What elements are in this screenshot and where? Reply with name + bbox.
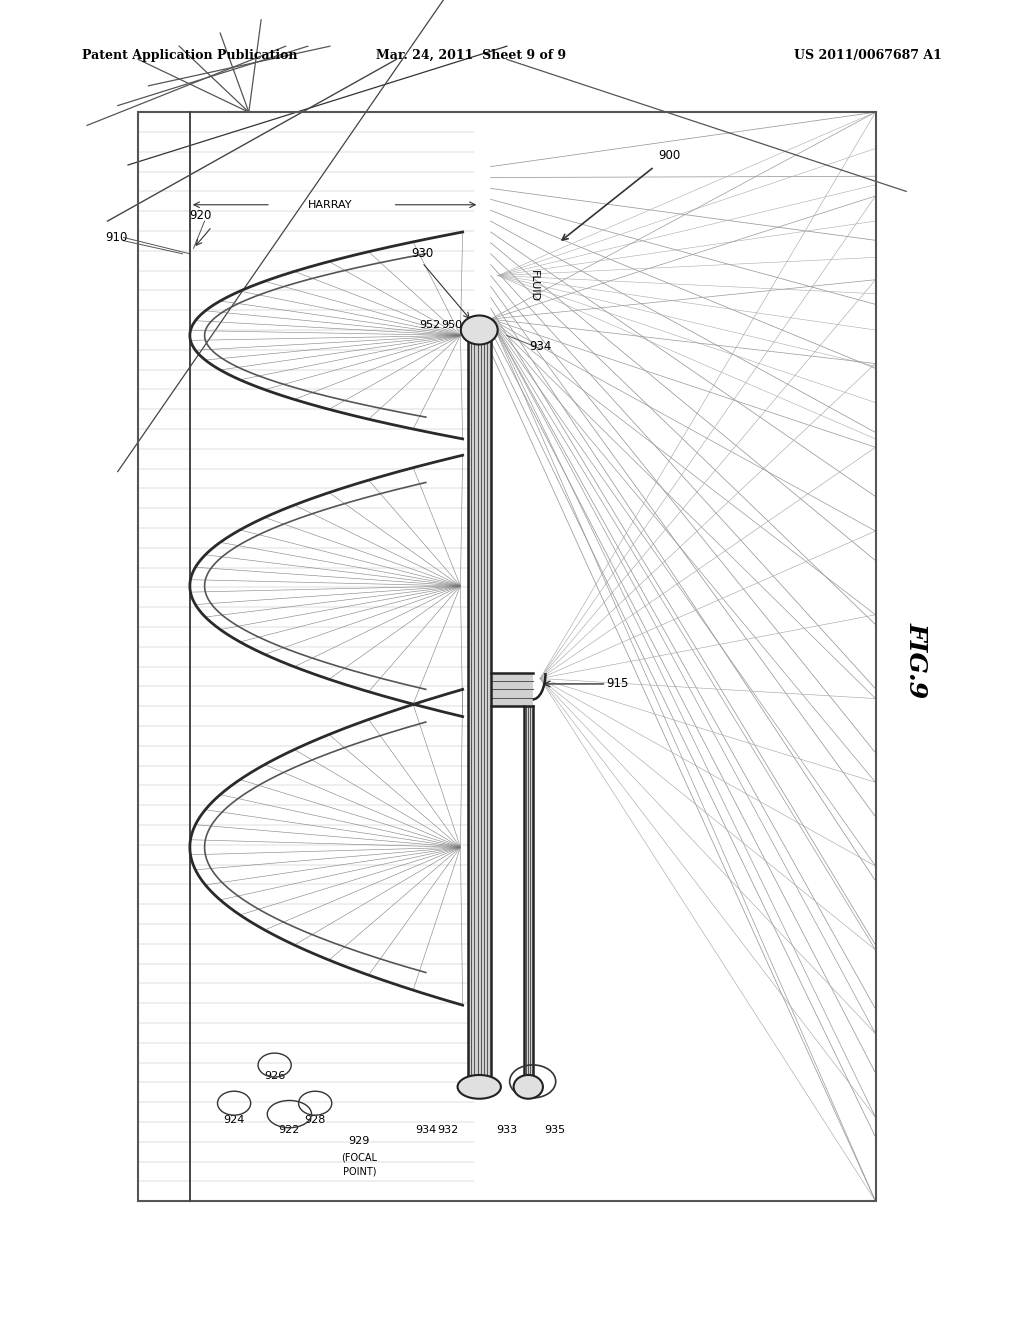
Text: 922: 922: [279, 1126, 300, 1135]
Text: 929: 929: [349, 1137, 370, 1146]
Ellipse shape: [514, 1074, 543, 1098]
Text: 932: 932: [437, 1126, 459, 1135]
Text: FLUID: FLUID: [529, 271, 539, 302]
Bar: [468, 330, 490, 1081]
Text: 930: 930: [411, 247, 433, 260]
Text: 935: 935: [544, 1126, 565, 1135]
Text: US 2011/0067687 A1: US 2011/0067687 A1: [795, 49, 942, 62]
Text: 950: 950: [441, 319, 462, 330]
Bar: [138, 112, 876, 1201]
Ellipse shape: [458, 1074, 501, 1098]
Text: 900: 900: [658, 149, 680, 162]
Text: Patent Application Publication: Patent Application Publication: [82, 49, 297, 62]
Text: Mar. 24, 2011  Sheet 9 of 9: Mar. 24, 2011 Sheet 9 of 9: [376, 49, 566, 62]
Text: (FOCAL: (FOCAL: [341, 1152, 378, 1163]
Text: 920: 920: [189, 209, 212, 222]
Text: HARRAY: HARRAY: [307, 199, 352, 210]
Text: 952: 952: [419, 319, 440, 330]
Text: POINT): POINT): [343, 1167, 376, 1177]
Bar: [524, 706, 532, 1081]
Text: 934: 934: [528, 339, 551, 352]
Text: 910: 910: [104, 231, 127, 244]
Text: 924: 924: [223, 1114, 245, 1125]
Ellipse shape: [461, 315, 498, 345]
Text: 933: 933: [497, 1126, 517, 1135]
Text: FIG.9: FIG.9: [904, 622, 929, 698]
Text: 926: 926: [264, 1071, 286, 1081]
Bar: [490, 673, 532, 706]
Text: 928: 928: [304, 1114, 326, 1125]
Text: 934: 934: [415, 1126, 436, 1135]
Text: 915: 915: [606, 677, 629, 690]
